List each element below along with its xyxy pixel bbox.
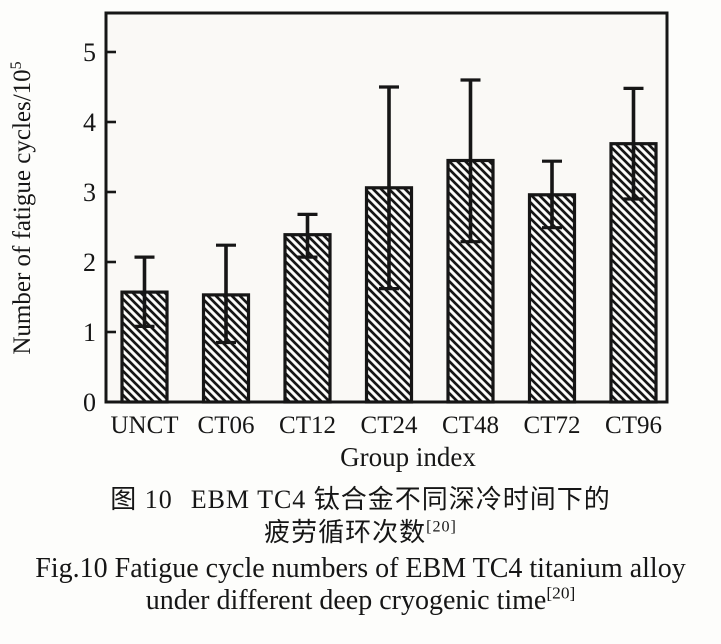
caption-en-reference: [20] bbox=[546, 583, 576, 603]
error-bar-unct bbox=[134, 255, 155, 328]
error-bar-ct72 bbox=[542, 159, 562, 230]
fatigue-cycles-bar-chart: 0 1 2 3 4 5 UNCT CT06 CT12 CT24 CT48 CT72 CT96 Group … bbox=[8, 11, 669, 472]
x-category-label-ct96: CT96 bbox=[605, 412, 662, 439]
y-tick-label: 3 bbox=[83, 178, 96, 207]
x-category-label-ct06: CT06 bbox=[198, 412, 255, 439]
error-bar-ct48 bbox=[460, 78, 481, 244]
caption-en-line2: under different deep cryogenic time[20] bbox=[0, 583, 721, 617]
x-axis-title: Group index bbox=[340, 442, 476, 472]
caption-zh-figure-number: 图 10 bbox=[110, 485, 173, 514]
caption-en-title-cont: under different deep cryogenic time bbox=[145, 585, 547, 616]
error-bar-ct12 bbox=[297, 212, 318, 259]
y-axis-title: Number of fatigue cycles/105 bbox=[8, 61, 36, 354]
y-tick-label: 5 bbox=[83, 38, 96, 67]
caption-zh-reference: [20] bbox=[426, 518, 457, 536]
x-category-label-ct48: CT48 bbox=[442, 412, 499, 439]
y-tick-label: 4 bbox=[83, 108, 96, 137]
x-category-label-ct24: CT24 bbox=[361, 412, 418, 439]
caption-en-line1: Fig.10 Fatigue cycle numbers of EBM TC4 … bbox=[35, 553, 686, 584]
error-bar-ct24 bbox=[379, 85, 399, 291]
y-tick-label: 1 bbox=[83, 318, 96, 347]
error-bar-ct06 bbox=[216, 243, 236, 345]
caption-zh-line1: 图 10 EBM TC4 钛合金不同深冷时间下的 bbox=[0, 483, 721, 516]
x-category-label-ct12: CT12 bbox=[279, 412, 336, 439]
caption-zh-title: EBM TC4 钛合金不同深冷时间下的 bbox=[190, 485, 611, 514]
y-tick-label: 0 bbox=[83, 388, 96, 417]
y-tick-label: 2 bbox=[83, 248, 96, 277]
plot-frame bbox=[104, 11, 669, 404]
x-category-label-ct72: CT72 bbox=[524, 412, 581, 439]
figure-captions: 图 10 EBM TC4 钛合金不同深冷时间下的 疲劳循环次数[20] Fig.1… bbox=[0, 483, 721, 617]
x-category-label-unct: UNCT bbox=[110, 412, 178, 439]
caption-zh-line2: 疲劳循环次数[20] bbox=[0, 516, 721, 550]
caption-zh-title-cont: 疲劳循环次数 bbox=[264, 518, 427, 547]
bar-ct12 bbox=[283, 233, 332, 404]
error-bar-ct96 bbox=[623, 86, 644, 201]
